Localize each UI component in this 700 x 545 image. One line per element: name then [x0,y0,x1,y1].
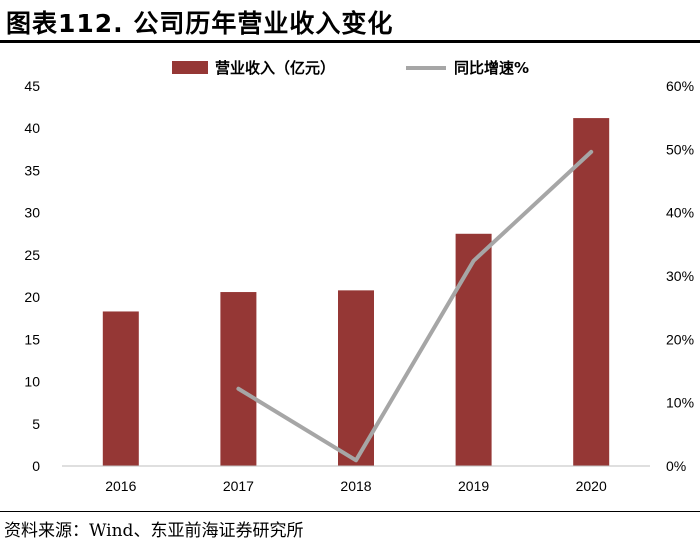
y2-tick-label: 50% [666,141,694,157]
legend-swatch-revenue [172,61,208,74]
y2-tick-label: 10% [666,395,694,411]
bar-2019 [455,233,492,466]
y2-tick-label: 0% [666,458,686,474]
x-tick-label: 2019 [458,478,489,494]
y-tick-label: 20 [24,289,40,305]
y-tick-label: 30 [24,205,40,221]
y2-tick-label: 40% [666,205,694,221]
legend-label-growth: 同比增速% [454,59,529,77]
y-tick-label: 15 [24,331,40,347]
y2-tick-label: 30% [666,268,694,284]
x-tick-label: 2020 [576,478,607,494]
x-tick-label: 2017 [223,478,254,494]
y-tick-label: 0 [32,458,40,474]
growth-line [236,149,594,463]
y-tick-label: 40 [24,120,40,136]
revenue-chart: 0 5 10 15 20 25 30 35 40 45 0% 10% 20% 30% 40% 50% 60% 20… [24,59,694,494]
bar-2017 [220,292,257,466]
y-tick-label: 45 [24,78,40,94]
x-tick-label: 2016 [105,478,136,494]
bar-2016 [102,311,139,466]
title-rule [0,40,700,43]
bar-2020 [573,118,610,466]
source-note: 资料来源：Wind、东亚前海证券研究所 [4,521,304,541]
y-tick-label: 10 [24,374,40,390]
y-tick-label: 5 [32,416,40,432]
y-tick-label: 35 [24,162,40,178]
y2-tick-label: 60% [666,78,694,94]
y2-tick-label: 20% [666,331,694,347]
y-tick-label: 25 [24,247,40,263]
x-tick-label: 2018 [340,478,371,494]
figure-title: 图表112. 公司历年营业收入变化 [6,9,394,38]
legend-label-revenue: 营业收入（亿元） [215,59,335,77]
source-rule [0,511,700,512]
